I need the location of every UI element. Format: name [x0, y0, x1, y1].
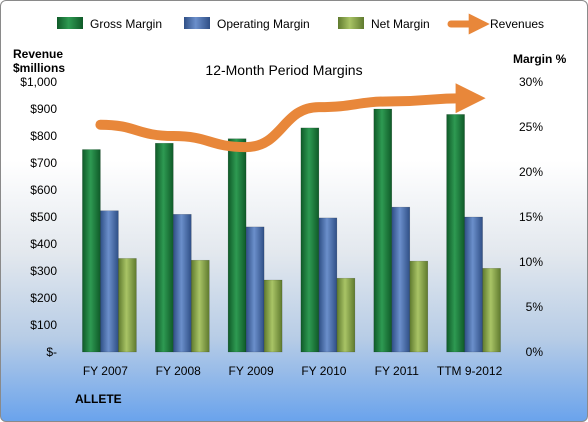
right-tick-label: 20% — [519, 165, 543, 179]
legend-label-operating-margin: Operating Margin — [217, 17, 310, 31]
category-label: FY 2010 — [301, 364, 346, 378]
left-tick-label: $700 — [30, 156, 57, 170]
revenues-line — [95, 83, 486, 153]
category-label: FY 2007 — [83, 364, 128, 378]
left-axis-title-line1: Revenue — [13, 47, 63, 61]
right-tick-label: 25% — [519, 120, 543, 134]
right-tick-label: 30% — [519, 75, 543, 89]
bar-operating-margin — [173, 214, 192, 353]
left-axis-title-line2: $millions — [13, 61, 65, 75]
bar-gross-margin — [155, 142, 174, 353]
bar-net-margin — [482, 268, 501, 353]
bar-operating-margin — [464, 216, 483, 353]
legend-swatch-gross-margin — [57, 17, 83, 29]
bar-gross-margin — [373, 108, 393, 353]
left-tick-label: $100 — [30, 318, 57, 332]
bar-operating-margin — [318, 217, 338, 353]
left-tick-label: $600 — [30, 183, 57, 197]
left-tick-label: $200 — [30, 291, 57, 305]
bar-gross-margin — [82, 149, 101, 353]
right-tick-label: 10% — [519, 255, 543, 269]
legend: Gross Margin Operating Margin Net Margin… — [57, 13, 544, 35]
bars — [82, 108, 501, 353]
legend-item-gross-margin: Gross Margin — [57, 17, 162, 31]
left-tick-label: $500 — [30, 210, 57, 224]
right-tick-label: 15% — [519, 210, 543, 224]
chart-title: 12-Month Period Margins — [205, 62, 362, 78]
bar-gross-margin — [227, 138, 247, 353]
left-tick-label: $900 — [30, 102, 57, 116]
left-axis-ticks: $- $100 $200 $300 $400 $500 $600 $700 $800 $900 $1… — [20, 75, 57, 359]
legend-swatch-net-margin — [338, 17, 364, 29]
legend-item-operating-margin: Operating Margin — [184, 17, 310, 31]
left-tick-label: $400 — [30, 237, 57, 251]
bar-net-margin — [191, 259, 210, 353]
left-tick-label: $800 — [30, 129, 57, 143]
right-axis-ticks: 0% 5% 10% 15% 20% 25% 30% — [519, 75, 543, 359]
bar-gross-margin — [446, 114, 465, 353]
bar-operating-margin — [245, 226, 265, 353]
bar-operating-margin — [100, 210, 119, 353]
revenue-line — [95, 83, 486, 153]
category-label: FY 2011 — [375, 364, 420, 378]
company-label: ALLETE — [75, 392, 122, 406]
category-labels: FY 2007 FY 2008 FY 2009 FY 2010 FY 2011 TTM 9… — [83, 364, 503, 378]
bar-net-margin — [336, 277, 356, 353]
bar-net-margin — [409, 260, 429, 353]
category-label: FY 2008 — [156, 364, 201, 378]
category-label: TTM 9-2012 — [437, 364, 503, 378]
legend-item-revenues: Revenues — [447, 13, 544, 35]
legend-swatch-operating-margin — [184, 17, 210, 29]
left-tick-label: $- — [46, 345, 57, 359]
bar-gross-margin — [300, 127, 320, 353]
bar-operating-margin — [391, 206, 411, 353]
left-tick-label: $300 — [30, 264, 57, 278]
bar-net-margin — [263, 279, 283, 353]
category-label: FY 2009 — [229, 364, 274, 378]
legend-item-net-margin: Net Margin — [338, 17, 430, 31]
right-tick-label: 5% — [526, 300, 544, 314]
legend-label-gross-margin: Gross Margin — [90, 17, 162, 31]
legend-label-net-margin: Net Margin — [371, 17, 430, 31]
left-tick-label: $1,000 — [20, 75, 57, 89]
right-tick-label: 0% — [526, 345, 544, 359]
legend-label-revenues: Revenues — [490, 17, 544, 31]
right-axis-title: Margin % — [513, 52, 567, 66]
bar-net-margin — [118, 258, 137, 353]
